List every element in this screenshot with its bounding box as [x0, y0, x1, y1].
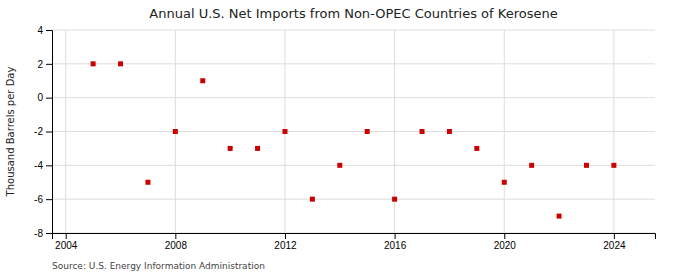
grid-line-y — [52, 63, 655, 64]
tick-label: 2012 — [274, 240, 297, 251]
tick-mark — [395, 233, 396, 239]
tick-label: -8 — [34, 228, 43, 239]
grid-line-y — [52, 131, 655, 132]
tick-label: 0 — [37, 92, 43, 103]
x-axis: 2004 2008 2012 2016 2020 2024 — [53, 233, 656, 251]
tick-mark — [46, 233, 52, 234]
point — [145, 180, 150, 185]
tick: 2016 — [384, 233, 407, 251]
point — [502, 180, 507, 185]
grid-line-x — [65, 30, 66, 233]
annotation: Source: U.S. Energy Information Administ… — [52, 261, 265, 271]
point — [228, 146, 233, 151]
grid-line-x — [394, 30, 395, 233]
tick: 2 — [37, 59, 52, 70]
axis-line — [53, 234, 656, 240]
tick-label: 2004 — [55, 240, 78, 251]
tick-mark — [175, 233, 176, 239]
tick: -2 — [34, 126, 52, 137]
point — [529, 163, 534, 168]
title: Annual U.S. Net Imports from Non-OPEC Co… — [149, 6, 557, 21]
point — [420, 129, 425, 134]
tick: 2004 — [55, 233, 78, 251]
point — [91, 61, 96, 66]
plot-area: 2004 2008 2012 2016 2020 2024 -8 -6 -4 -2 0 2 4 — [34, 25, 655, 251]
tick: 4 — [37, 25, 52, 36]
point — [337, 163, 342, 168]
tick-label: 2024 — [603, 240, 626, 251]
tick-mark — [46, 132, 52, 133]
point — [118, 61, 123, 66]
grid-line-y — [52, 165, 655, 166]
tick-mark — [46, 64, 52, 65]
y-axis-label: Thousand Barrels per Day — [5, 67, 16, 198]
tick-mark — [504, 233, 505, 239]
point — [584, 163, 589, 168]
tick-mark — [46, 199, 52, 200]
grid-line-x — [504, 30, 505, 233]
tick: 2012 — [274, 233, 297, 251]
tick-mark — [285, 233, 286, 239]
point — [447, 129, 452, 134]
tick-label: -2 — [34, 126, 43, 137]
y-axis: -8 -6 -4 -2 0 2 4 — [34, 25, 52, 239]
tick-label: -6 — [34, 194, 43, 205]
tick: 2024 — [603, 233, 626, 251]
chart: 2004 2008 2012 2016 2020 2024 -8 -6 -4 -2 0 2 4 Annua… — [0, 0, 675, 275]
grid — [52, 30, 655, 233]
point — [200, 78, 205, 83]
grid-line-x — [613, 30, 614, 233]
tick: -6 — [34, 194, 52, 205]
grid-line-y — [52, 30, 655, 31]
points — [91, 61, 617, 218]
tick-mark — [46, 165, 52, 166]
point — [173, 129, 178, 134]
point — [557, 214, 562, 219]
tick-label: 2008 — [165, 240, 188, 251]
tick-label: 2 — [37, 59, 43, 70]
tick-label: 2016 — [384, 240, 407, 251]
point — [282, 129, 287, 134]
point — [365, 129, 370, 134]
grid-line-y — [52, 199, 655, 200]
tick: 0 — [37, 92, 52, 103]
tick-label: 2020 — [494, 240, 517, 251]
tick-mark — [46, 98, 52, 99]
grid-line-y — [52, 97, 655, 98]
point — [310, 197, 315, 202]
tick-label: -4 — [34, 160, 43, 171]
point — [611, 163, 616, 168]
tick: 2020 — [494, 233, 517, 251]
point — [255, 146, 260, 151]
point — [474, 146, 479, 151]
tick: 2008 — [165, 233, 188, 251]
tick: -4 — [34, 160, 52, 171]
tick-mark — [614, 233, 615, 239]
point — [392, 197, 397, 202]
tick-label: 4 — [37, 25, 43, 36]
tick-mark — [46, 30, 52, 31]
tick-mark — [66, 233, 67, 239]
tick: -8 — [34, 228, 52, 239]
axis-line — [46, 31, 53, 234]
